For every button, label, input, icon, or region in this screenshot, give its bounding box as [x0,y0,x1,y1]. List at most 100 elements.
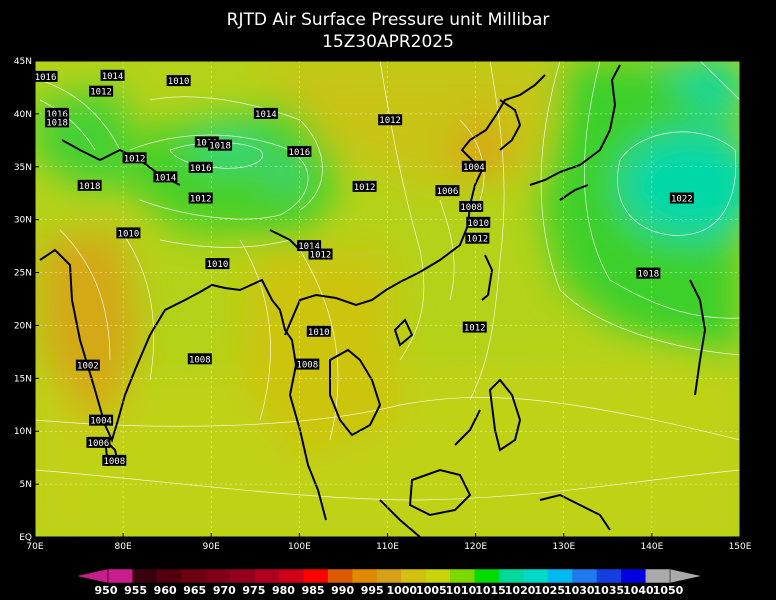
svg-text:1012: 1012 [90,88,112,98]
svg-text:1022: 1022 [671,195,693,205]
colorbar-swatch [425,569,451,583]
svg-text:1010: 1010 [196,138,218,148]
contour-label: 1010 [166,75,191,87]
contour-label: 1010 [116,227,141,239]
lat-tick-label: 5N [20,480,32,490]
colorbar-label: 980 [272,584,295,597]
contour-label: 1014 [153,171,178,183]
svg-text:1018: 1018 [79,182,101,192]
svg-text:1008: 1008 [460,203,482,213]
colorbar-label: 1040 [623,584,654,597]
contour-label: 1010 [466,216,491,229]
svg-text:1012: 1012 [310,251,332,261]
contour-label: 1010 [205,258,230,270]
lon-tick-label: 140E [640,542,663,552]
colorbar-label: 1000 [386,584,417,597]
lat-tick-label: 35N [14,163,32,173]
svg-text:1008: 1008 [296,361,318,371]
colorbar-label: 1015 [475,584,506,597]
contour-label: 1014 [100,69,125,82]
lat-tick-label: 40N [14,110,32,120]
colorbar-label: 1010 [446,584,477,597]
colorbar-swatch [596,569,622,583]
colorbar-label: 1020 [505,584,536,597]
contour-label: 1010 [194,136,219,148]
colorbar-swatch [230,569,255,583]
contour-label: 1002 [75,359,100,372]
lon-tick-label: 110E [376,542,399,552]
contour-label: 1008 [187,353,212,365]
colorbar-label: 960 [154,584,177,597]
svg-text:1006: 1006 [437,187,459,197]
contour-label: 1006 [86,436,111,449]
svg-text:1016: 1016 [46,110,68,120]
contour-label: 1012 [465,232,490,245]
colorbar-label: 1005 [416,584,447,597]
lat-tick-label: 45N [14,57,32,67]
colorbar-label: 1025 [534,584,565,597]
contour-label: 1012 [378,114,403,126]
colorbar-swatch [132,569,158,583]
colorbar-label: 1050 [653,584,684,597]
contour-label: 1008 [295,358,320,371]
svg-text:1010: 1010 [118,229,140,239]
map-title: RJTD Air Surface Pressure unit Millibar [226,10,550,30]
svg-text:1018: 1018 [209,142,231,152]
colorbar-over-arrow [669,568,703,584]
colorbar-swatch [181,569,207,583]
svg-text:1014: 1014 [102,72,124,82]
svg-text:1012: 1012 [464,324,486,334]
lat-tick-label: 20N [14,321,32,331]
svg-text:1012: 1012 [190,195,212,205]
svg-text:1006: 1006 [88,439,110,449]
lon-tick-label: 150E [729,542,752,552]
colorbar-label: 970 [213,584,236,597]
contour-label: 1016 [45,107,70,120]
contour-label: 1016 [287,145,312,158]
contour-label: 1018 [77,179,102,192]
svg-text:1010: 1010 [308,328,330,338]
lat-tick-label: 25N [14,269,32,279]
colorbar-label: 985 [302,584,325,597]
svg-text:1014: 1014 [155,173,177,183]
colorbar-swatch [156,569,182,583]
svg-text:1016: 1016 [289,148,311,158]
colorbar-swatch [376,569,402,583]
lon-tick-label: 70E [26,542,43,552]
svg-text:1012: 1012 [124,154,146,164]
lon-tick-label: 90E [203,542,220,552]
lat-tick-label: 15N [14,374,32,384]
colorbar-swatch [572,569,597,583]
colorbar-swatch [474,569,500,583]
svg-text:1014: 1014 [255,110,277,120]
svg-text:1012: 1012 [379,116,401,126]
contour-label: 1016 [188,161,213,174]
contour-label: 1018 [45,116,70,128]
contour-label: 1018 [636,267,661,280]
svg-text:1004: 1004 [463,163,485,173]
colorbar: 950 955 960 965 970 975 980 985 990 995 1000100510… [75,568,703,597]
colorbar-swatch [108,569,133,583]
colorbar-label: 950 [95,584,118,597]
contour-label: 1014 [297,240,322,252]
lon-tick-label: 80E [115,542,132,552]
lon-tick-label: 120E [464,542,487,552]
contour-label: 1008 [102,454,127,467]
svg-text:1008: 1008 [189,355,211,365]
pressure-field: 1016 101410101012101610181014101210101018… [35,61,740,537]
svg-text:1012: 1012 [467,235,489,245]
contour-label: 1004 [461,160,486,173]
svg-text:1010: 1010 [207,260,229,270]
lat-tick-label: 10N [14,427,32,437]
svg-text:1016: 1016 [35,73,57,83]
colorbar-swatch [254,569,280,583]
colorbar-swatch [498,569,524,583]
colorbar-swatch [205,569,231,583]
colorbar-swatch [621,569,646,583]
contour-label: 1004 [89,414,114,427]
colorbar-label: 975 [242,584,265,597]
colorbar-label: 990 [331,584,354,597]
colorbar-under-arrow [75,568,109,584]
contour-label: 1012 [89,85,114,98]
